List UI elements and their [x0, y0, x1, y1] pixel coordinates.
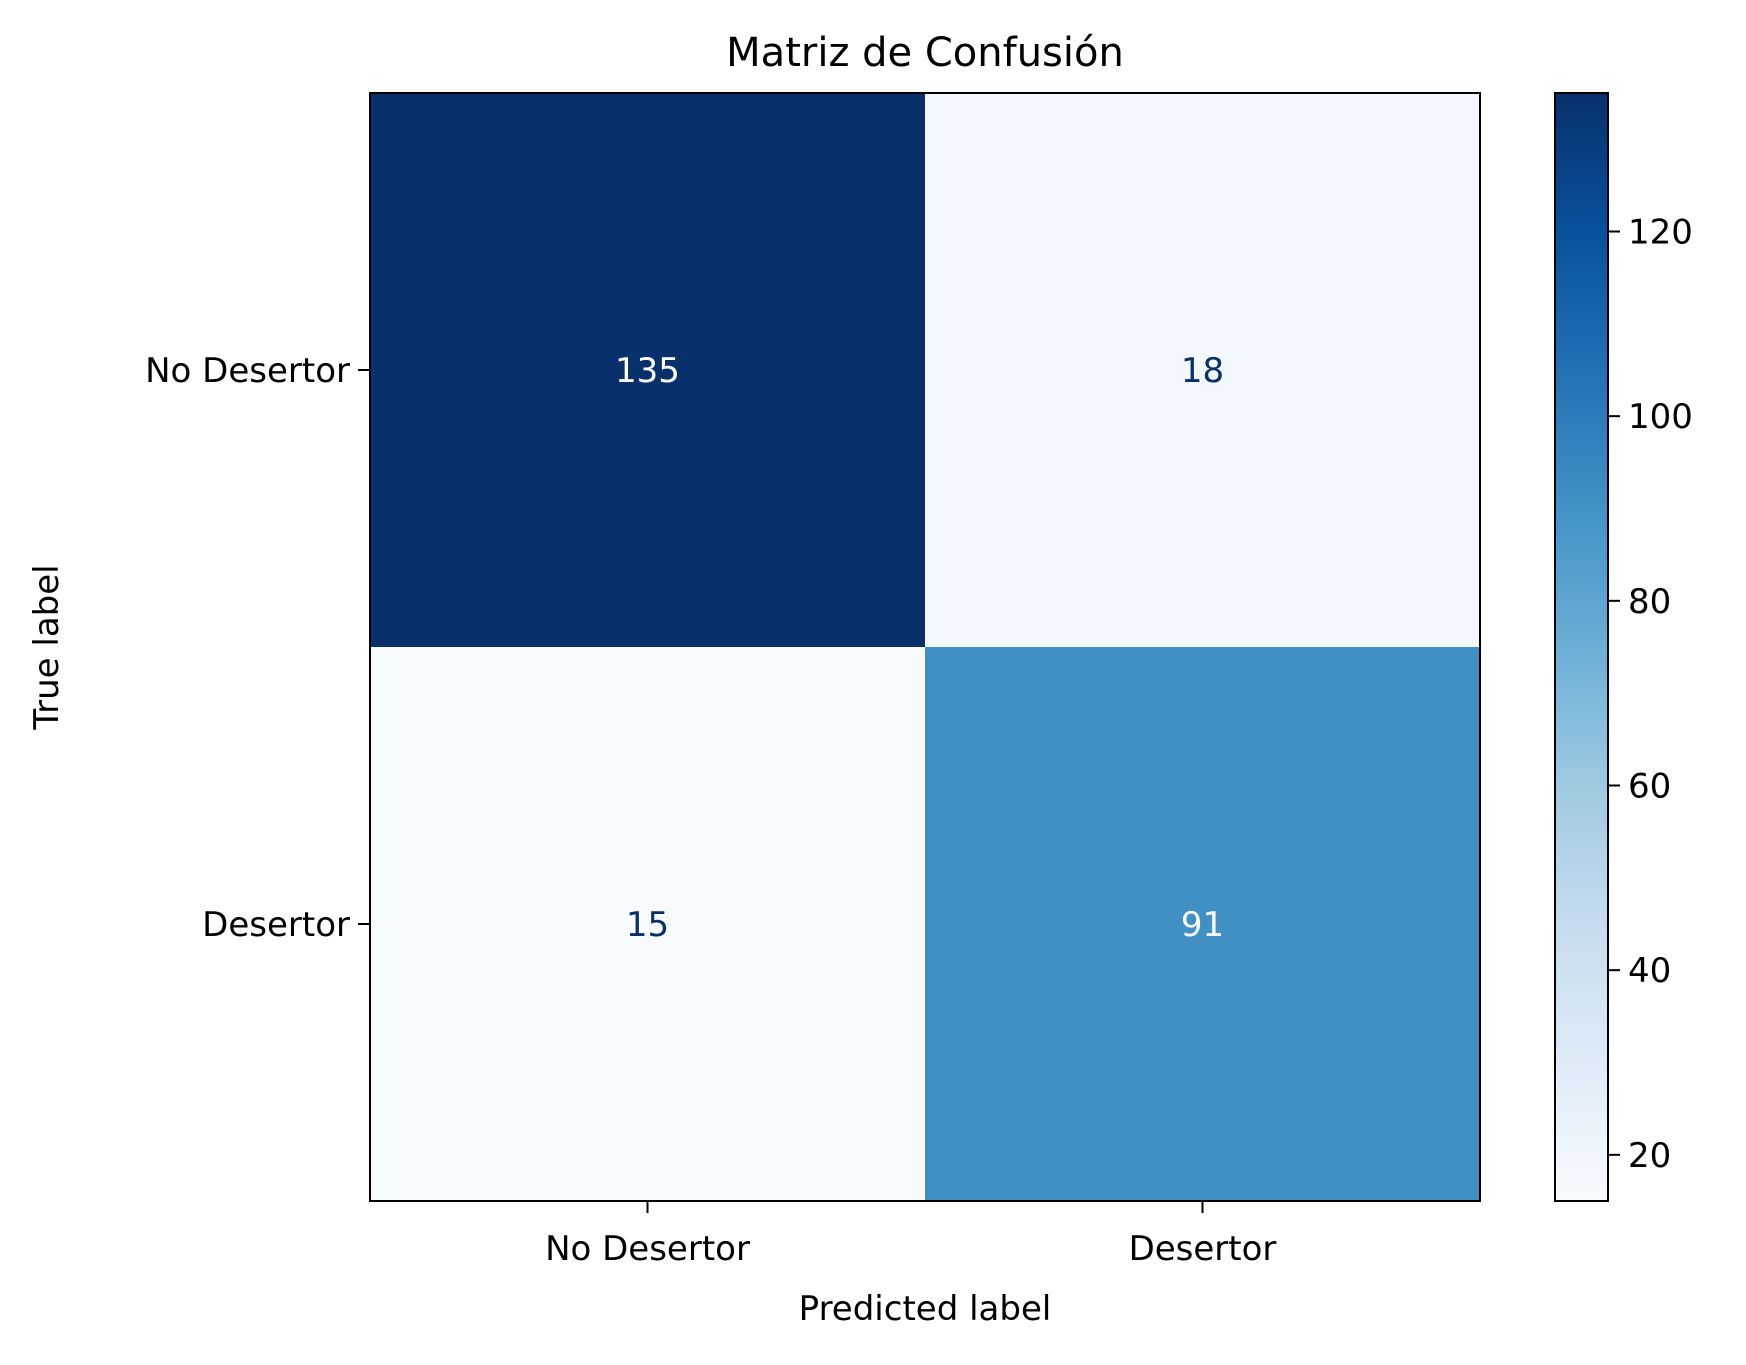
heatmap-cell	[370, 93, 925, 647]
colorbar-tick-label: 120	[1628, 213, 1693, 253]
heatmap-cell-labels: 135 18 15 91	[615, 351, 1224, 945]
heatmap-cell	[370, 647, 925, 1201]
y-axis-label: True label	[27, 564, 67, 730]
x-tick-label: Desertor	[1129, 1229, 1277, 1269]
heatmap-cell	[925, 647, 1480, 1201]
x-tick-label: No Desertor	[545, 1229, 750, 1269]
colorbar-frame	[1554, 92, 1609, 1202]
heatmap-cells	[370, 93, 1480, 1201]
x-axis-label: Predicted label	[799, 1289, 1052, 1329]
colorbar-tick-label: 100	[1628, 397, 1693, 437]
colorbar	[1555, 93, 1608, 1201]
colorbar-tick-label: 60	[1628, 767, 1671, 807]
colorbar-tick-label: 80	[1628, 582, 1671, 622]
plot-frame	[369, 92, 1481, 1202]
cell-value-label: 135	[615, 351, 680, 391]
cell-value-label: 15	[626, 905, 669, 945]
cell-value-label: 18	[1181, 351, 1224, 391]
cell-value-label: 91	[1181, 905, 1224, 945]
colorbar-tick-label: 40	[1628, 951, 1671, 991]
y-axis-ticks: No Desertor Desertor	[145, 351, 370, 945]
x-axis-ticks: No Desertor Desertor	[545, 1201, 1276, 1269]
heatmap-cell	[925, 93, 1480, 647]
y-tick-label: No Desertor	[145, 351, 350, 391]
chart-title: Matriz de Confusión	[726, 30, 1124, 76]
colorbar-tick-label: 20	[1628, 1136, 1671, 1176]
y-tick-label: Desertor	[202, 905, 350, 945]
colorbar-ticks: 20 40 60 80 100 120	[1608, 213, 1693, 1176]
